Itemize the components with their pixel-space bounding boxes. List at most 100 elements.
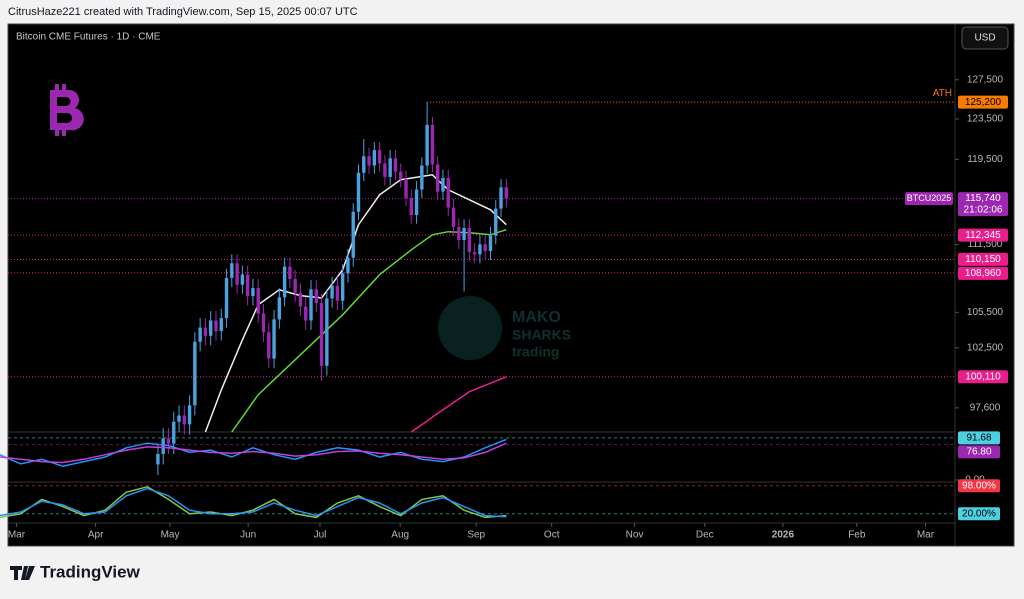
price-label-box bbox=[958, 370, 1008, 384]
watermark-logo bbox=[438, 296, 502, 360]
candle-body bbox=[319, 303, 324, 366]
candle-body bbox=[325, 298, 329, 366]
x-tick-label: May bbox=[161, 530, 180, 541]
candle-body bbox=[193, 341, 197, 406]
candle-body bbox=[399, 171, 403, 180]
x-tick-label: Jun bbox=[240, 530, 256, 541]
watermark-text: SHARKS bbox=[512, 327, 571, 343]
candle-body bbox=[261, 313, 266, 333]
candle-body bbox=[446, 177, 450, 208]
y-tick-label: 127,500 bbox=[967, 74, 1004, 85]
candle-body bbox=[282, 266, 287, 298]
x-tick-label: Jul bbox=[314, 530, 327, 541]
x-tick-label: Apr bbox=[88, 530, 104, 541]
x-tick-label: Dec bbox=[696, 530, 714, 541]
candle-body bbox=[340, 273, 345, 301]
indicator-line bbox=[0, 485, 507, 519]
currency-button[interactable] bbox=[961, 26, 1009, 50]
x-tick-label: Aug bbox=[391, 530, 409, 541]
candle-body bbox=[457, 226, 461, 241]
candle-body bbox=[219, 318, 223, 332]
y-tick-label: 119,500 bbox=[967, 154, 1003, 165]
y-tick-label: 105,500 bbox=[967, 307, 1004, 318]
x-tick-label: Mar bbox=[8, 530, 26, 541]
indicator-label: 98.00% bbox=[962, 480, 996, 491]
candle-body bbox=[177, 415, 181, 422]
candle-body bbox=[504, 187, 509, 199]
x-tick-label: Feb bbox=[848, 530, 866, 541]
price-label: 112,345 bbox=[965, 230, 1001, 241]
watermark-text: MAKO bbox=[512, 309, 561, 326]
y-tick-label: 123,500 bbox=[967, 114, 1004, 125]
candle-body bbox=[272, 319, 276, 359]
candle-body bbox=[156, 454, 160, 465]
candle-body bbox=[351, 211, 355, 258]
candle-body bbox=[367, 156, 371, 166]
currency[interactable]: USD bbox=[974, 33, 995, 44]
candle-body bbox=[230, 263, 234, 278]
candle-body bbox=[166, 438, 171, 444]
candle-body bbox=[494, 208, 498, 236]
indicator-line bbox=[0, 438, 507, 467]
candle-body bbox=[172, 421, 176, 444]
candle-body bbox=[425, 124, 429, 166]
candle-body bbox=[414, 189, 419, 216]
candle-body bbox=[335, 285, 340, 301]
candle-body bbox=[198, 327, 202, 342]
candle-body bbox=[293, 279, 297, 293]
bitcoin-logo-tick bbox=[62, 128, 66, 136]
candle-body bbox=[472, 252, 477, 255]
candle-body bbox=[330, 285, 334, 299]
x-tick-label: Nov bbox=[626, 530, 644, 541]
chart-panel bbox=[7, 23, 1015, 547]
candle-body bbox=[362, 156, 366, 173]
price-label: 115,740 bbox=[965, 193, 1001, 204]
indicator-label-box bbox=[958, 445, 1000, 459]
candle-body bbox=[288, 266, 292, 280]
footer-brand: TradingView bbox=[40, 562, 141, 581]
moving-average bbox=[410, 376, 507, 433]
candle-body bbox=[203, 327, 208, 336]
level-tag: ATH bbox=[933, 88, 952, 99]
candle-body bbox=[187, 405, 192, 425]
bitcoin-logo bbox=[50, 89, 84, 131]
watermark-text: trading bbox=[512, 344, 559, 360]
price-label: 125,200 bbox=[965, 97, 1002, 108]
candle-body bbox=[356, 172, 361, 212]
candle-body bbox=[256, 288, 260, 314]
candle-body bbox=[499, 187, 503, 209]
indicator-label: 76.80 bbox=[966, 446, 991, 457]
chart-title: Bitcoin CME Futures · 1D · CME bbox=[16, 32, 161, 43]
candle-body bbox=[430, 124, 435, 165]
credit: CitrusHaze221 created with TradingView.c… bbox=[8, 6, 358, 18]
price-label-box bbox=[958, 95, 1008, 109]
candle-body bbox=[251, 288, 255, 297]
price-label-box bbox=[958, 266, 1008, 280]
candle-body bbox=[404, 179, 408, 198]
price-label-box bbox=[958, 252, 1008, 266]
candle-body bbox=[224, 277, 229, 319]
price-label-box bbox=[958, 228, 1008, 242]
price-label-box bbox=[958, 192, 1008, 217]
candle-body bbox=[182, 415, 187, 425]
bitcoin-logo-tick bbox=[55, 128, 59, 136]
candle-body bbox=[478, 244, 482, 255]
indicator-label-box bbox=[958, 479, 1000, 493]
indicator-label: 20.00% bbox=[962, 508, 996, 519]
price-label: 110,150 bbox=[965, 254, 1001, 265]
indicator-line bbox=[0, 487, 507, 518]
indicator-label-box bbox=[958, 507, 1000, 521]
candle-body bbox=[277, 297, 282, 320]
watermark: MAKO SHARKS trading bbox=[438, 296, 571, 360]
countdown: 21:02:06 bbox=[964, 205, 1003, 216]
price-label: 108,960 bbox=[965, 268, 1002, 279]
candle-body bbox=[383, 163, 387, 177]
candle-body bbox=[309, 289, 313, 321]
candle-body bbox=[388, 158, 392, 177]
candle-body bbox=[377, 150, 382, 164]
candle-body bbox=[346, 257, 350, 274]
candle-body bbox=[240, 274, 245, 285]
symbol-tag: BTCU2025 bbox=[907, 193, 952, 203]
